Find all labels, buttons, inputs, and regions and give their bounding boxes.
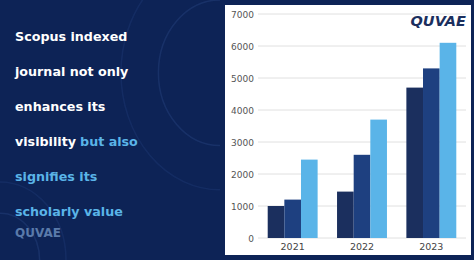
y-tick-label: 1000 xyxy=(231,202,254,212)
text-line: scholarly value xyxy=(15,204,123,219)
figure: Scopus indexed journal not only enhances i… xyxy=(0,0,474,260)
bar xyxy=(440,43,457,238)
y-tick-label: 6000 xyxy=(231,42,254,52)
y-tick-label: 0 xyxy=(248,234,254,244)
y-tick-label: 2000 xyxy=(231,170,254,180)
bar xyxy=(284,200,301,238)
y-tick-label: 3000 xyxy=(231,138,254,148)
bar xyxy=(301,160,318,238)
x-tick-label: 2022 xyxy=(350,241,374,252)
bar xyxy=(337,192,354,238)
text-line: Scopus indexed xyxy=(15,29,127,44)
bars xyxy=(268,43,457,238)
decoration xyxy=(0,0,220,260)
text-run: journal not only xyxy=(14,64,129,79)
text-run: Scopus indexed xyxy=(15,29,127,44)
y-tick-label: 7000 xyxy=(231,10,254,20)
chart-label: QUVAE xyxy=(411,13,467,29)
text-line: signifies its xyxy=(15,169,97,184)
bar xyxy=(268,206,285,238)
decor-circle xyxy=(0,182,66,260)
y-tick-label: 4000 xyxy=(231,106,254,116)
decor-circle xyxy=(121,0,220,190)
text-line: journal not only xyxy=(14,64,129,79)
text-run: but also xyxy=(80,134,138,149)
decor-circle xyxy=(158,0,220,146)
text-line: enhances its xyxy=(15,99,105,114)
text-run: scholarly value xyxy=(15,204,123,219)
text-run: visibility xyxy=(15,134,77,149)
bar xyxy=(406,88,423,238)
text-line: visibilitybut also xyxy=(15,134,138,149)
grid-line xyxy=(258,46,466,47)
text-run: enhances its xyxy=(15,99,105,114)
bar xyxy=(354,155,371,238)
bar xyxy=(423,68,440,238)
bar xyxy=(370,120,387,238)
footer-label: QUVAE xyxy=(15,226,61,240)
x-tick-label: 2023 xyxy=(419,241,443,252)
y-tick-label: 5000 xyxy=(231,74,254,84)
text-run: signifies its xyxy=(15,169,97,184)
chart-background xyxy=(225,5,471,255)
x-tick-label: 2021 xyxy=(281,241,305,252)
background xyxy=(0,0,474,260)
